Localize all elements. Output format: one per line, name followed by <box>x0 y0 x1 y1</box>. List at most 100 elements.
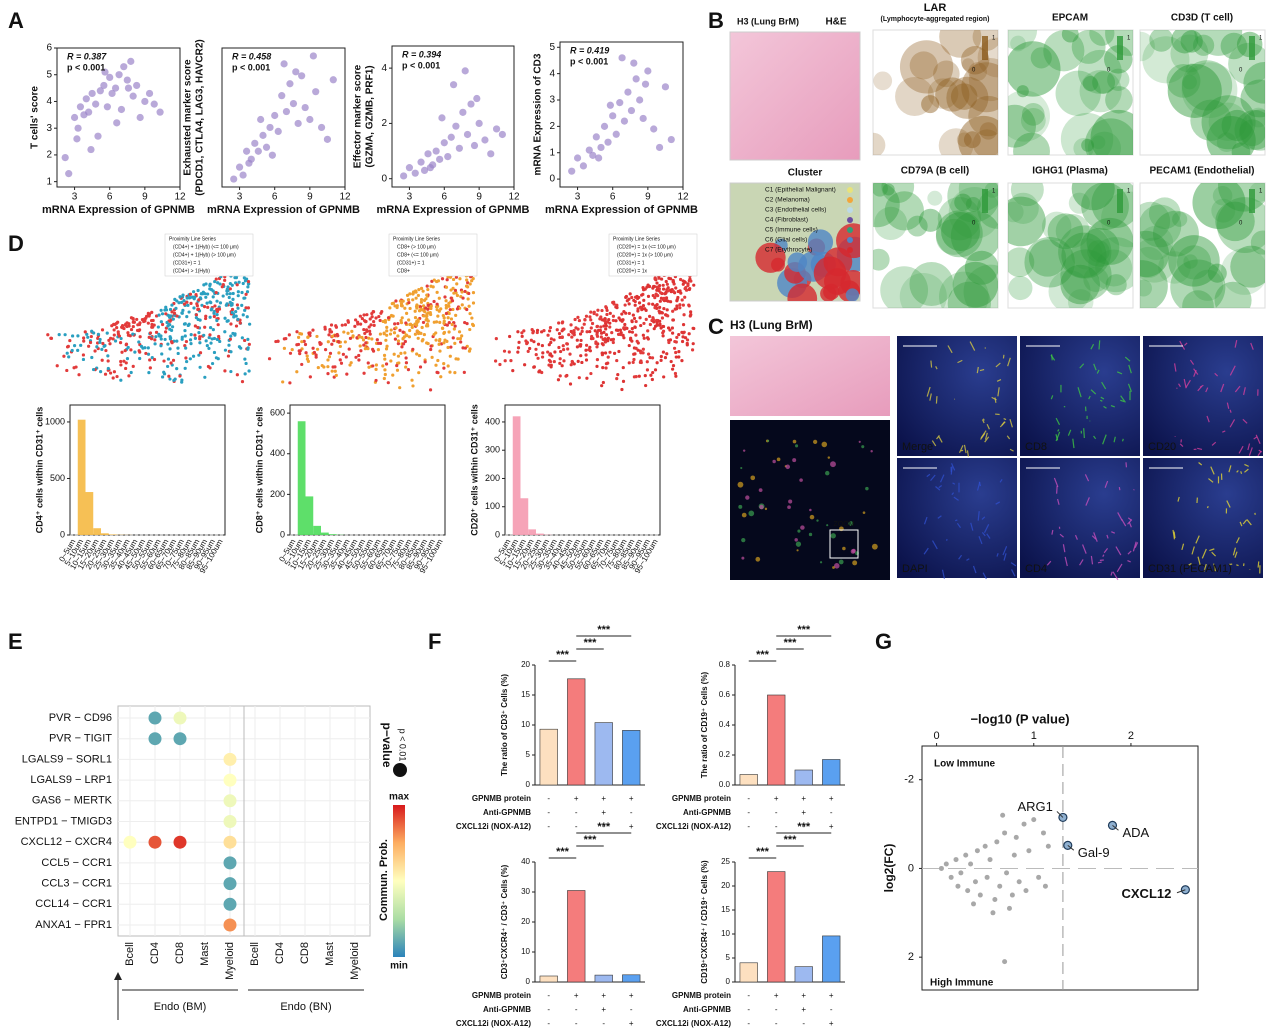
cell-dot <box>351 335 355 339</box>
point <box>440 139 448 147</box>
if-streak <box>969 341 976 351</box>
cell-dot <box>187 310 191 314</box>
legend-dot <box>847 227 853 233</box>
cell-dot <box>658 283 662 288</box>
cell-dot <box>339 361 344 365</box>
cell-dot <box>197 353 201 357</box>
y-tick-label: 4 <box>46 96 52 107</box>
cell-dot <box>159 308 163 312</box>
cell-dot <box>465 321 469 326</box>
annotation: Low Immune <box>934 759 996 770</box>
if-dot <box>827 456 831 459</box>
cell-dot <box>691 342 695 346</box>
blob <box>1105 86 1133 114</box>
legend-entry: (CD31+) = 1 <box>617 260 645 266</box>
dot <box>223 773 237 787</box>
column-label: Mast <box>324 942 336 966</box>
cell-dot <box>206 292 210 296</box>
cell-dot <box>661 287 666 291</box>
annotation: p < 0.001 <box>67 62 105 72</box>
cell-dot <box>234 310 238 314</box>
colorbar <box>393 805 405 957</box>
if-dot <box>838 559 844 565</box>
cell-dot <box>535 328 540 332</box>
if-streak <box>1193 369 1197 377</box>
cell-dot <box>410 378 414 382</box>
point <box>568 167 576 175</box>
cell-dot <box>435 290 439 294</box>
cell-dot <box>675 335 679 340</box>
cell-dot <box>203 325 207 329</box>
cell-dot <box>74 365 78 369</box>
cell-dot <box>659 358 663 363</box>
blob <box>1081 183 1129 231</box>
cell-dot <box>164 305 168 309</box>
condition-label: Anti-GPNMB <box>683 808 731 817</box>
cell-dot <box>363 347 367 351</box>
x-tick-label: 9 <box>307 192 313 203</box>
cell-dot <box>430 355 434 359</box>
cell-dot <box>106 366 110 371</box>
point <box>123 76 131 84</box>
cell-dot <box>164 308 169 312</box>
label: CD4 <box>1025 563 1047 575</box>
cell-dot <box>446 364 450 368</box>
group-label: Endo (BM) <box>154 1001 207 1013</box>
point <box>1045 843 1051 849</box>
bar <box>567 678 586 786</box>
cell-dot <box>364 341 368 345</box>
condition-label: GPNMB protein <box>472 991 531 1000</box>
x-tick-label: 3 <box>237 192 243 203</box>
cell-dot <box>67 355 71 359</box>
blob <box>947 281 991 308</box>
point <box>239 171 247 179</box>
cell-dot <box>608 321 612 325</box>
cell-dot <box>596 308 600 312</box>
x-tick-label: 9 <box>645 192 651 203</box>
cell-dot <box>681 323 686 327</box>
cell-dot <box>175 299 179 303</box>
if-streak <box>1236 564 1239 567</box>
cell-dot <box>689 313 693 317</box>
cell-dot <box>327 333 331 337</box>
cell-dot <box>119 363 123 367</box>
cell-dot <box>399 321 404 325</box>
cell-dot <box>334 373 338 377</box>
colorbar-label: 1 <box>992 36 996 42</box>
point <box>235 163 244 171</box>
cell-dot <box>157 332 161 336</box>
point <box>644 67 652 75</box>
y-tick-label: 6 <box>46 43 52 54</box>
blob <box>1060 249 1112 301</box>
significance: *** <box>556 649 570 661</box>
y-tick-label: 0.8 <box>719 660 731 669</box>
blob <box>1140 204 1182 248</box>
condition-cell: - <box>747 1019 750 1028</box>
point <box>286 80 294 88</box>
cell-dot <box>185 315 189 319</box>
point <box>278 92 286 100</box>
if-streak <box>986 533 991 539</box>
if-streak <box>946 538 948 541</box>
cell-dot <box>168 319 172 323</box>
cell-dot <box>422 332 426 337</box>
legend-entry: (CD4+) + 1(Hyb) (<= 100 μm) <box>173 244 239 250</box>
legend-entry: C6 (Glial cells) <box>765 237 807 244</box>
if-streak <box>1082 544 1087 554</box>
map-blobs <box>873 183 998 308</box>
point <box>1036 874 1042 880</box>
point <box>424 150 432 158</box>
condition-cell: + <box>829 822 834 831</box>
point <box>420 166 429 175</box>
if-streak <box>1133 489 1135 491</box>
if-streak <box>1093 435 1097 440</box>
if-streak <box>1239 521 1243 527</box>
if-streak <box>1214 372 1219 377</box>
x-tick-label: 9 <box>476 192 482 203</box>
cell-dot <box>602 324 606 328</box>
blob <box>964 250 998 285</box>
y-axis-label: (GZMA, GZMB, PRF1) <box>365 65 376 167</box>
cell-dot <box>658 305 662 309</box>
cell-dot <box>231 291 235 296</box>
blob <box>958 183 998 212</box>
